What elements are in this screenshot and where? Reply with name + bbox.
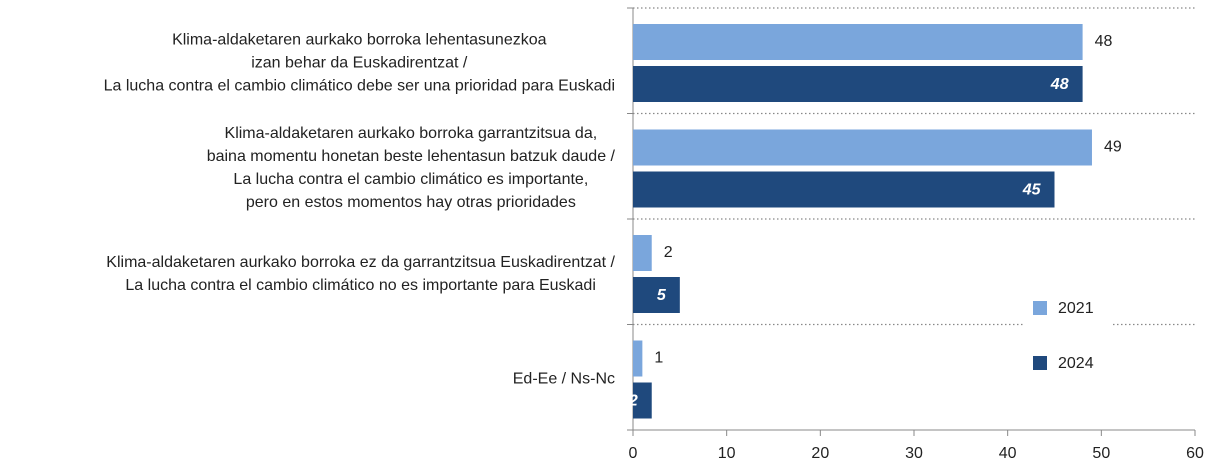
legend-label: 2021 <box>1058 300 1094 317</box>
legend-label: 2024 <box>1058 355 1094 372</box>
legend-swatch <box>1033 356 1047 370</box>
bar <box>633 66 1083 102</box>
category-label: Klima-aldaketaren aurkako borroka garran… <box>206 125 615 212</box>
value-label: 2 <box>628 393 638 410</box>
x-tick-label: 30 <box>905 445 923 462</box>
x-tick-label: 50 <box>1092 445 1110 462</box>
category-label: Klima-aldaketaren aurkako borroka lehent… <box>103 31 615 95</box>
legend: 2021 2024 <box>1025 292 1113 382</box>
category-label: Ed-Ee / Ns-Nc <box>512 370 615 388</box>
x-tick-label: 60 <box>1186 445 1204 462</box>
value-label: 48 <box>1050 76 1069 93</box>
category-label: Klima-aldaketaren aurkako borroka ez da … <box>106 253 615 294</box>
bar <box>633 340 643 377</box>
value-label: 1 <box>654 350 663 367</box>
bar <box>633 277 680 313</box>
bar <box>633 382 652 419</box>
value-label: 5 <box>657 287 667 304</box>
x-tick-label: 40 <box>999 445 1017 462</box>
value-label: 2 <box>664 244 673 261</box>
bar <box>633 24 1083 60</box>
x-tick-label: 10 <box>718 445 736 462</box>
bar <box>633 129 1092 166</box>
value-label: 45 <box>1022 182 1042 199</box>
legend-swatch <box>1033 301 1047 315</box>
value-label: 48 <box>1095 33 1113 50</box>
bar <box>633 235 652 271</box>
value-label: 49 <box>1104 139 1122 156</box>
x-tick-label: 20 <box>811 445 829 462</box>
x-tick-label: 0 <box>629 445 638 462</box>
bar <box>633 171 1055 208</box>
